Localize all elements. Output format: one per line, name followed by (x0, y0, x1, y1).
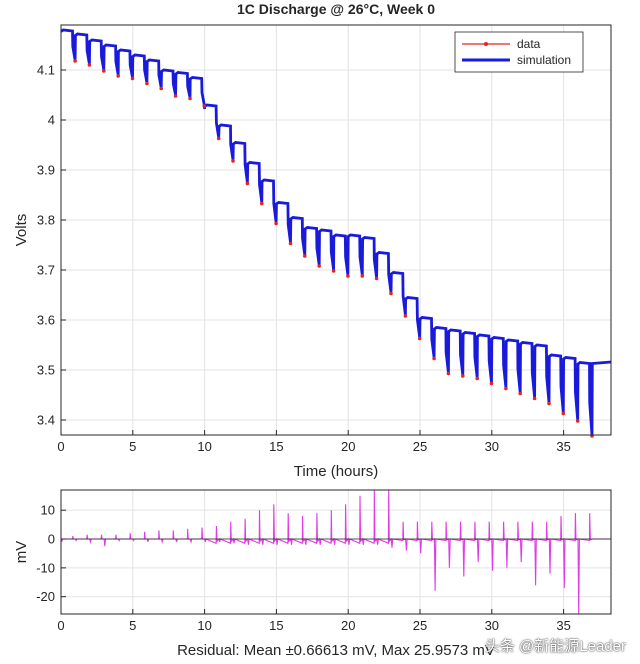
legend-data-label: data (517, 37, 541, 51)
voltage-y-axis-label: Volts (13, 214, 30, 247)
voltage-chart-title: 1C Discharge @ 26°C, Week 0 (237, 1, 435, 17)
voltage-y-ticks: 3.4 3.5 3.6 3.7 3.8 3.9 4 4.1 (37, 63, 66, 428)
voltage-x-axis-label: Time (hours) (294, 463, 378, 480)
data-point (331, 269, 336, 273)
data-point (575, 419, 580, 423)
data-point (518, 391, 522, 396)
residual-x-ticks: 0 5 10 15 20 25 30 35 (57, 609, 571, 633)
residual-axes: 0 5 10 15 20 25 30 35 10 0 -10 -20 Residual: Mean … (13, 489, 612, 659)
data-point (303, 254, 307, 258)
data-series (73, 59, 594, 438)
voltage-x-tick-label: 35 (556, 439, 570, 454)
data-point (403, 314, 408, 318)
voltage-y-tick-label: 3.7 (37, 263, 55, 278)
legend-box (454, 31, 584, 73)
residual-y-tick-label: -10 (36, 560, 55, 575)
watermark: 头条 @新能源Leader (484, 638, 626, 655)
voltage-plot-area (61, 25, 611, 435)
simulation-series (60, 28, 612, 436)
data-point (417, 336, 422, 341)
data-point (116, 74, 120, 78)
voltage-y-tick-label: 4.1 (37, 63, 55, 78)
legend: data simulation (454, 31, 584, 73)
residual-x-tick-label: 0 (57, 618, 64, 633)
residual-y-tick-label: 0 (48, 532, 55, 547)
legend-data-marker (484, 42, 488, 46)
data-point (73, 59, 77, 63)
residual-y-ticks: 10 0 -10 -20 (36, 503, 66, 604)
residual-x-tick-label: 35 (556, 618, 570, 633)
data-point (504, 386, 508, 391)
residual-x-tick-label: 5 (129, 618, 136, 633)
voltage-axes: 0 5 10 15 20 25 30 35 3.4 3.5 3.6 3.7 3.8 3.9 4 4.1 1C… (13, 1, 612, 480)
residual-series (60, 489, 611, 615)
voltage-x-tick-label: 0 (57, 439, 64, 454)
data-point (461, 374, 465, 378)
data-point (547, 401, 551, 406)
voltage-x-tick-label: 20 (341, 439, 355, 454)
data-point (360, 274, 365, 278)
voltage-grid (60, 25, 611, 435)
voltage-y-tick-label: 4 (48, 113, 55, 128)
residual-x-tick-label: 25 (413, 618, 427, 633)
data-point (274, 221, 278, 226)
voltage-x-tick-label: 25 (413, 439, 427, 454)
data-point (475, 376, 480, 381)
voltage-x-ticks: 0 5 10 15 20 25 30 35 (57, 430, 571, 454)
voltage-axes-box (60, 24, 612, 436)
data-point (532, 396, 537, 401)
data-point (561, 411, 566, 416)
residual-x-axis-label: Residual: Mean ±0.66613 mV, Max 25.9573 … (177, 642, 495, 659)
data-point (446, 371, 451, 376)
voltage-y-tick-label: 3.5 (37, 363, 55, 378)
data-point (159, 86, 163, 91)
data-point (432, 356, 436, 361)
residual-x-tick-label: 15 (269, 618, 283, 633)
voltage-y-tick-label: 3.8 (37, 213, 55, 228)
data-point (145, 81, 149, 86)
data-point (374, 276, 379, 281)
simulation-line (60, 28, 612, 436)
residual-y-tick-label: 10 (41, 503, 55, 518)
data-point (87, 63, 92, 67)
residual-x-tick-label: 20 (341, 618, 355, 633)
data-point (260, 201, 264, 206)
voltage-y-tick-label: 3.6 (37, 313, 55, 328)
data-point (102, 69, 106, 73)
data-point (489, 381, 494, 386)
data-point (317, 264, 322, 268)
residual-x-tick-label: 30 (485, 618, 499, 633)
residual-y-axis-label: mV (13, 541, 30, 564)
residual-plot-area (61, 490, 611, 614)
data-point (202, 104, 207, 108)
residual-axes-box (60, 489, 612, 615)
residual-x-tick-label: 10 (197, 618, 211, 633)
voltage-x-tick-label: 15 (269, 439, 283, 454)
residual-y-tick-label: -20 (36, 589, 55, 604)
legend-simulation-label: simulation (517, 53, 571, 67)
data-point (346, 274, 350, 278)
data-point (389, 291, 393, 296)
voltage-x-tick-label: 30 (485, 439, 499, 454)
data-point (231, 159, 235, 163)
data-point (173, 94, 178, 98)
data-point (216, 136, 221, 141)
data-point (130, 76, 135, 81)
voltage-y-tick-label: 3.9 (37, 163, 55, 178)
voltage-x-tick-label: 5 (129, 439, 136, 454)
voltage-y-tick-label: 3.4 (37, 413, 55, 428)
data-point (188, 96, 192, 101)
data-point (245, 181, 250, 186)
data-point (288, 241, 293, 246)
voltage-x-tick-label: 10 (197, 439, 211, 454)
